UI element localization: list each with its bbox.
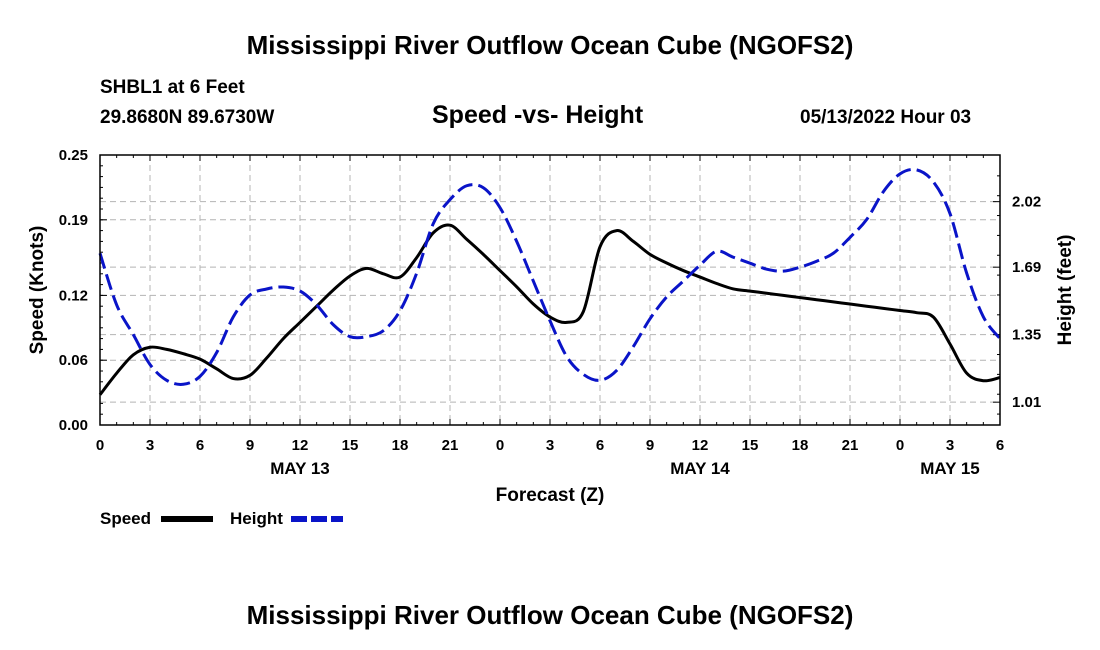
- x-tick-label: 18: [392, 437, 409, 454]
- y-left-tick-label: 0.25: [59, 147, 88, 164]
- x-tick-label: 12: [292, 437, 309, 454]
- x-tick-label: 12: [692, 437, 709, 454]
- x-tick-label: 6: [196, 437, 204, 454]
- x-date-label: MAY 13: [270, 459, 330, 478]
- x-tick-label: 0: [96, 437, 104, 454]
- y-right-tick-label: 1.01: [1012, 394, 1041, 411]
- y-right-tick-label: 2.02: [1012, 194, 1041, 211]
- x-tick-label: 21: [442, 437, 459, 454]
- x-tick-label: 0: [896, 437, 904, 454]
- y-left-tick-label: 0.12: [59, 287, 88, 304]
- legend-speed-label: Speed: [100, 509, 152, 528]
- legend-speed-swatch: [161, 516, 213, 522]
- y-left-tick-label: 0.19: [59, 212, 88, 229]
- x-date-label: MAY 15: [920, 459, 980, 478]
- x-axis-title: Forecast (Z): [496, 485, 605, 506]
- y-right-tick-label: 1.35: [1012, 327, 1041, 344]
- x-tick-label: 15: [342, 437, 359, 454]
- chart-main-title: Mississippi River Outflow Ocean Cube (NG…: [246, 30, 854, 60]
- x-tick-label: 3: [146, 437, 154, 454]
- plot-frame: [99, 154, 1001, 426]
- y-right-axis-title: Height (feet): [1055, 235, 1076, 346]
- x-date-label: MAY 14: [670, 459, 730, 478]
- station-label: SHBL1 at 6 Feet: [100, 77, 245, 98]
- x-tick-label: 6: [596, 437, 604, 454]
- x-tick-label: 3: [946, 437, 954, 454]
- y-left-tick-label: 0.06: [59, 352, 88, 369]
- x-tick-label: 3: [546, 437, 554, 454]
- grid-lines: [100, 155, 1000, 425]
- legend-height-label: Height: [230, 509, 283, 528]
- x-tick-label: 0: [496, 437, 504, 454]
- speed-height-chart: 0 3 6 9 12 15 18 21 0 3 6 9 12 15 18 21 0 3 6 0.00 0.06 0.12 0…: [27, 147, 1076, 506]
- x-tick-label: 21: [842, 437, 859, 454]
- legend-height-swatch: [291, 516, 343, 522]
- series-lines: [98, 167, 1002, 396]
- x-tick-label: 6: [996, 437, 1004, 454]
- x-tick-label: 9: [246, 437, 254, 454]
- y-left-tick-label: 0.00: [59, 417, 88, 434]
- series-speed-line: [98, 223, 1001, 396]
- y-right-tick-label: 1.69: [1012, 259, 1041, 276]
- coordinates-label: 29.8680N 89.6730W: [100, 107, 275, 128]
- x-tick-label: 15: [742, 437, 759, 454]
- axis-labels: 0 3 6 9 12 15 18 21 0 3 6 9 12 15 18 21 0 3 6 0.00 0.06 0.12 0…: [27, 147, 1076, 506]
- forecast-datetime: 05/13/2022 Hour 03: [800, 107, 972, 128]
- series-height-line: [98, 167, 1002, 386]
- x-tick-label: 18: [792, 437, 809, 454]
- x-tick-label: 9: [646, 437, 654, 454]
- y-left-axis-title: Speed (Knots): [27, 226, 48, 355]
- chart-subtitle: Speed -vs- Height: [432, 101, 644, 129]
- chart-repeat-title: Mississippi River Outflow Ocean Cube (NG…: [246, 600, 854, 630]
